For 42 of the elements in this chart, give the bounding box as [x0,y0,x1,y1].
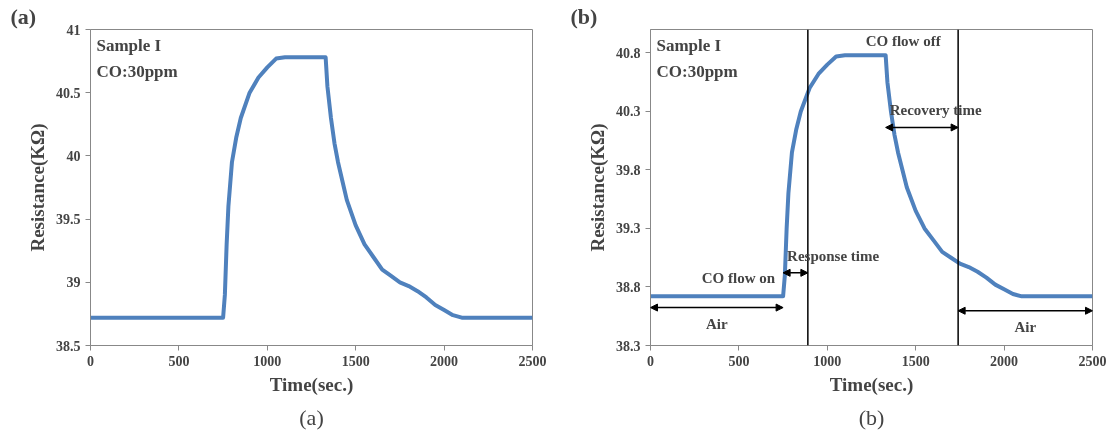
annotation: Sample I [96,35,162,55]
x-axis-title: Time(sec.) [269,373,354,396]
annotation: Air [705,315,728,332]
y-tick-label: 39.8 [616,162,641,178]
x-tick-label: 1000 [813,353,842,369]
line-series [650,53,1093,299]
annotation: CO:30ppm [656,61,738,81]
annotation: Sample I [656,35,722,55]
y-tick-label: 40.8 [616,45,641,61]
chart-title: (b) [570,3,598,29]
x-tick-label: 2000 [990,353,1019,369]
y-tick-label: 39.5 [56,212,81,228]
x-tick-label: 0 [87,353,94,369]
y-tick-label: 40.3 [616,104,641,120]
x-tick-label: 500 [168,353,190,369]
y-tick-label: 39.3 [616,221,641,237]
annotation: CO:30ppm [96,61,178,81]
x-tick-label: 2500 [518,353,547,369]
x-tick-label: 1000 [253,353,282,369]
x-tick-label: 2000 [430,353,459,369]
annotation: Air [1014,318,1037,335]
y-tick-label: 39 [66,275,81,291]
y-axis-title: Resistance(KΩ) [27,123,49,252]
annotation: CO flow off [865,33,942,50]
x-tick-label: 1500 [341,353,370,369]
y-tick-label: 38.8 [616,279,641,295]
y-tick-label: 41 [66,22,81,38]
x-tick-label: 1500 [901,353,930,369]
x-axis-title: Time(sec.) [829,373,914,396]
text: (a) [299,404,324,430]
x-tick-label: 500 [728,353,750,369]
line-series [90,55,533,320]
text: (b) [858,404,885,430]
annotation: CO flow on [701,270,776,287]
x-tick-label: 2500 [1078,353,1107,369]
x-tick-label: 0 [647,353,654,369]
y-tick-label: 38.5 [56,338,81,354]
y-tick-label: 40 [66,148,81,164]
y-tick-label: 38.3 [616,338,641,354]
y-axis-title: Resistance(KΩ) [587,123,609,252]
chart-title: (a) [10,3,37,29]
y-tick-label: 40.5 [56,85,81,101]
